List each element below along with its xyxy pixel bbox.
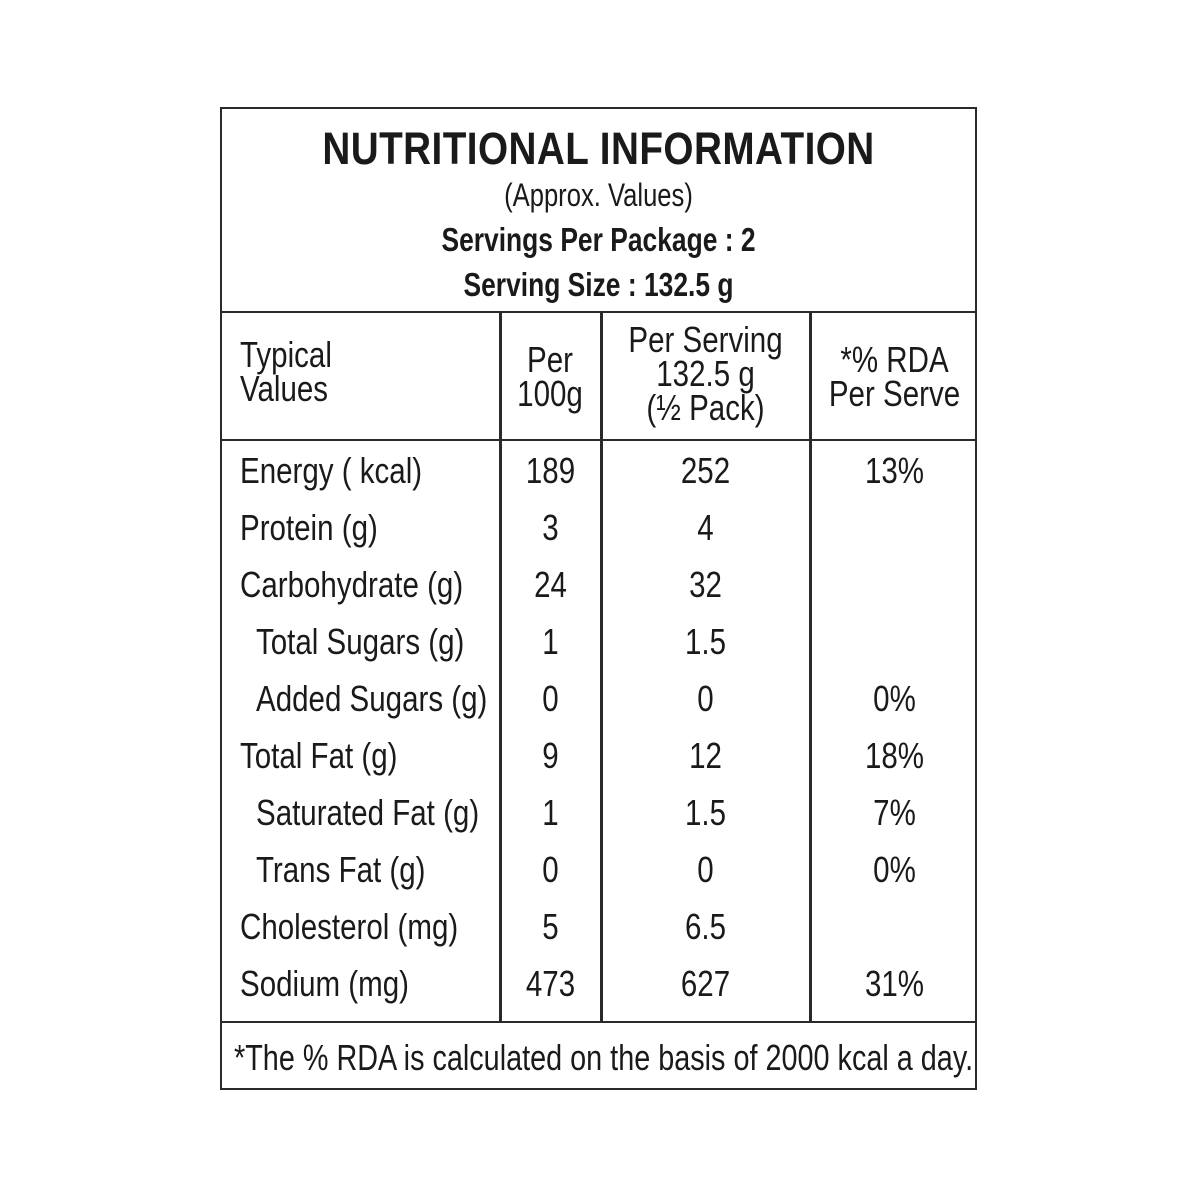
column-divider xyxy=(809,313,812,1021)
table-row: Protein (g) 3 4 xyxy=(222,502,975,559)
value-rda: 31% xyxy=(864,963,925,1004)
col-per-serving: Per Serving 132.5 g (½ Pack) xyxy=(621,319,791,428)
table-row: Saturated Fat (g) 1 1.5 7% xyxy=(222,787,975,844)
table-row: Total Fat (g) 9 12 18% xyxy=(222,730,975,787)
nutrient-label: Total Sugars (g) xyxy=(256,621,465,662)
value-rda: 18% xyxy=(864,735,925,776)
servings-per-package: Servings Per Package : 2 xyxy=(441,221,756,258)
nutrient-label: Protein (g) xyxy=(240,507,378,548)
col-serving-line1: Per Serving xyxy=(628,319,783,360)
col-per-100g: Per 100g xyxy=(509,339,591,414)
nutrient-label: Trans Fat (g) xyxy=(256,849,426,890)
col-typical-values: Typical Values xyxy=(240,334,332,409)
nutrient-label: Carbohydrate (g) xyxy=(240,564,464,605)
value-per-serving: 6.5 xyxy=(684,906,727,947)
value-per-serving: 0 xyxy=(697,849,714,890)
value-per-serving: 32 xyxy=(689,564,722,605)
col-serving-line2: 132.5 g xyxy=(656,353,755,394)
table-row: Cholesterol (mg) 5 6.5 xyxy=(222,901,975,958)
value-rda: 0% xyxy=(873,678,916,719)
nutrient-label: Saturated Fat (g) xyxy=(256,792,480,833)
col-typical-line2: Values xyxy=(240,368,329,409)
value-per-100g: 5 xyxy=(542,906,559,947)
value-per-serving: 4 xyxy=(697,507,714,548)
serving-size: Serving Size : 132.5 g xyxy=(463,266,734,303)
col-typical-line1: Typical xyxy=(240,334,332,375)
value-per-100g: 3 xyxy=(542,507,559,548)
value-per-100g: 1 xyxy=(542,621,559,662)
value-per-100g: 189 xyxy=(525,450,576,491)
value-rda: 7% xyxy=(873,792,916,833)
panel-title: NUTRITIONAL INFORMATION xyxy=(322,123,875,174)
nutrient-label: Energy ( kcal) xyxy=(240,450,423,491)
col-per100-line2: 100g xyxy=(517,373,583,414)
table-row: Added Sugars (g) 0 0 0% xyxy=(222,673,975,730)
value-per-100g: 9 xyxy=(542,735,559,776)
table-row: Energy ( kcal) 189 252 13% xyxy=(222,445,975,502)
value-per-100g: 0 xyxy=(542,849,559,890)
value-per-100g: 0 xyxy=(542,678,559,719)
approx-note: (Approx. Values) xyxy=(504,177,693,213)
footnote: *The % RDA is calculated on the basis of… xyxy=(234,1037,974,1078)
column-headers: Typical Values Per 100g Per Serving 132.… xyxy=(222,313,975,441)
table-row: Sodium (mg) 473 627 31% xyxy=(222,958,975,1015)
footnote-box: *The % RDA is calculated on the basis of… xyxy=(222,1021,975,1092)
nutrient-label: Cholesterol (mg) xyxy=(240,906,459,947)
table-row: Carbohydrate (g) 24 32 xyxy=(222,559,975,616)
value-per-serving: 627 xyxy=(680,963,731,1004)
value-per-serving: 252 xyxy=(680,450,731,491)
value-rda: 13% xyxy=(864,450,925,491)
col-rda-line1: *% RDA xyxy=(840,339,949,380)
table-row: Trans Fat (g) 0 0 0% xyxy=(222,844,975,901)
nutrition-panel: NUTRITIONAL INFORMATION (Approx. Values)… xyxy=(220,107,977,1090)
value-per-100g: 473 xyxy=(525,963,576,1004)
col-rda-line2: Per Serve xyxy=(828,373,961,414)
col-rda: *% RDA Per Serve xyxy=(827,339,962,414)
nutrient-label: Added Sugars (g) xyxy=(256,678,488,719)
column-divider xyxy=(600,313,603,1021)
col-serving-line3: (½ Pack) xyxy=(646,387,765,428)
value-per-serving: 0 xyxy=(697,678,714,719)
nutrient-label: Total Fat (g) xyxy=(240,735,398,776)
value-per-serving: 1.5 xyxy=(684,621,727,662)
panel-header: NUTRITIONAL INFORMATION (Approx. Values)… xyxy=(222,109,975,313)
value-per-serving: 12 xyxy=(689,735,722,776)
value-per-100g: 1 xyxy=(542,792,559,833)
column-divider xyxy=(499,313,502,1021)
value-per-100g: 24 xyxy=(534,564,567,605)
nutrient-label: Sodium (mg) xyxy=(240,963,409,1004)
value-rda: 0% xyxy=(873,849,916,890)
value-per-serving: 1.5 xyxy=(684,792,727,833)
table-row: Total Sugars (g) 1 1.5 xyxy=(222,616,975,673)
col-per100-line1: Per xyxy=(527,339,573,380)
